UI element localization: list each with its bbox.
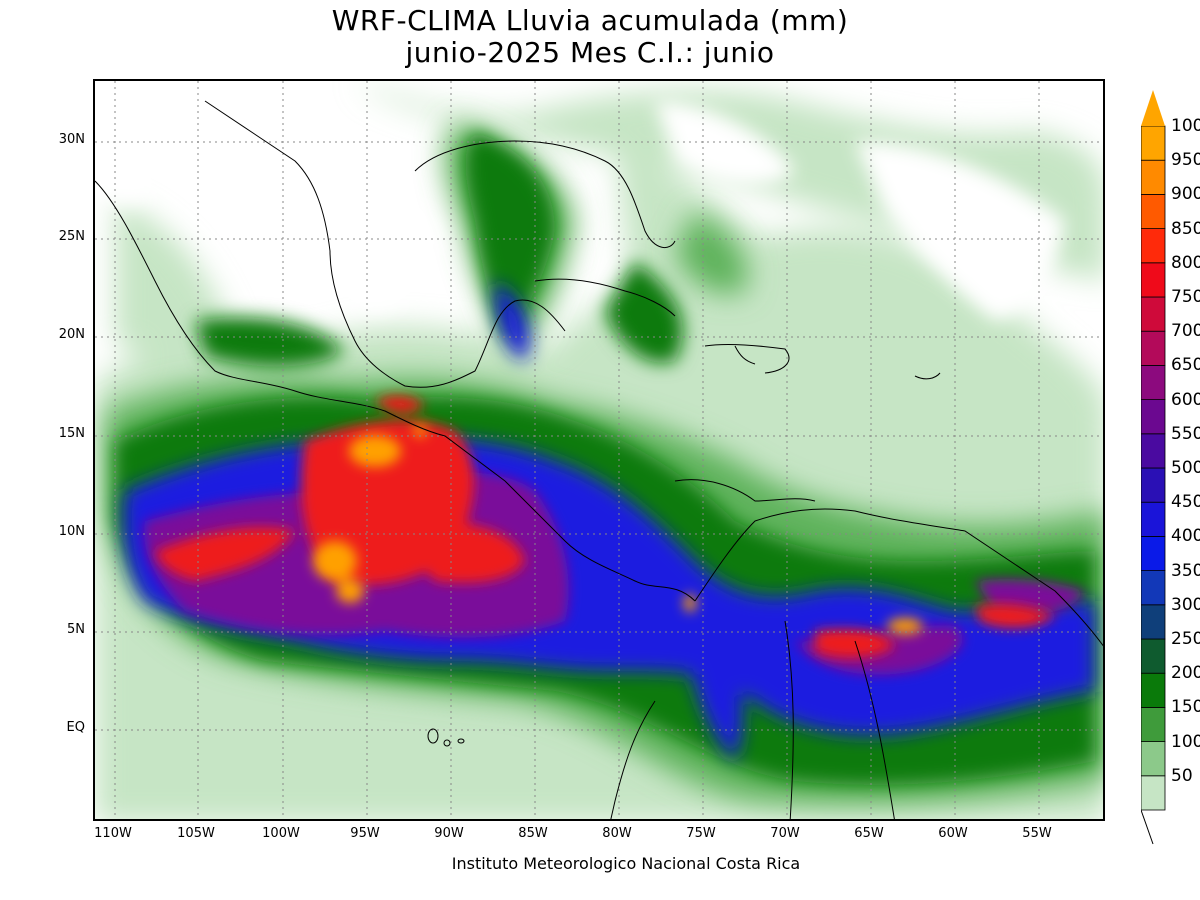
y-tick-label: 20N [58, 327, 85, 342]
chart-subtitle: junio-2025 Mes C.I.: junio [405, 36, 775, 69]
x-tick-label: 75W [686, 826, 716, 841]
colorbar-segment [1141, 535, 1166, 571]
dry-zone-gulf [95, 101, 1065, 321]
colorbar-segment [1141, 296, 1166, 332]
colorbar-label: 250 [1171, 629, 1200, 649]
y-tick-label: 30N [58, 132, 85, 147]
colorbar-segment [1141, 228, 1166, 264]
footer-credit: Instituto Meteorologico Nacional Costa R… [451, 854, 801, 873]
grid-lines [95, 81, 1103, 819]
colorbar-segment [1141, 570, 1166, 606]
y-tick-label: 10N [58, 524, 85, 539]
colorbar-segment [1141, 194, 1166, 230]
colorbar-label: 200 [1171, 663, 1200, 684]
colorbar-label: 100 [1171, 731, 1200, 752]
colorbar-label: 600 [1171, 389, 1200, 410]
map-canvas [95, 81, 1103, 819]
x-tick-label: 60W [938, 826, 968, 841]
colorbar-segment [1141, 330, 1166, 366]
colorbar-label: 950 [1171, 150, 1200, 171]
colorbar-label: 150 [1171, 697, 1200, 718]
colorbar-segment [1141, 638, 1166, 674]
colorbar-label: 800 [1171, 252, 1200, 273]
y-tick-label: 25N [58, 229, 85, 244]
coastlines [95, 100, 1103, 819]
x-tick-label: 110W [94, 826, 132, 841]
x-tick-label: 85W [518, 826, 548, 841]
colorbar-label: 450 [1171, 492, 1200, 513]
y-tick-label: 15N [58, 426, 85, 441]
colorbar-bottom-arrow [1141, 809, 1154, 845]
colorbar-label: 850 [1171, 218, 1200, 239]
colorbar-segment [1141, 707, 1166, 743]
colorbar-label: 900 [1171, 184, 1200, 205]
x-tick-label: 80W [602, 826, 632, 841]
colorbar-segment [1141, 672, 1166, 708]
colorbar-segment [1141, 125, 1166, 161]
y-tick-label: 5N [67, 622, 85, 637]
colorbar-label: 700 [1171, 321, 1200, 342]
colorbar-label: 750 [1171, 287, 1200, 307]
colorbar-segment [1141, 501, 1166, 537]
colorbar-segment [1141, 775, 1166, 811]
colorbar-label: 400 [1171, 526, 1200, 547]
colorbar-graphic [1141, 90, 1166, 845]
colorbar-label: 650 [1171, 355, 1200, 376]
colorbar-label: 300 [1171, 594, 1200, 615]
colorbar-label: 550 [1171, 423, 1200, 444]
x-tick-label: 100W [262, 826, 300, 841]
x-tick-label: 105W [177, 826, 215, 841]
y-tick-label: EQ [66, 720, 85, 735]
colorbar-label: 350 [1171, 560, 1200, 581]
colorbar-segment [1141, 741, 1166, 777]
colorbar-segment [1141, 399, 1166, 435]
chart-title: WRF-CLIMA Lluvia acumulada (mm) [331, 4, 849, 37]
x-tick-label: 55W [1022, 826, 1052, 841]
colorbar-segment [1141, 159, 1166, 195]
x-tick-label: 65W [854, 826, 884, 841]
galapagos-islands [427, 728, 465, 747]
rain-layer-950mm [313, 425, 923, 634]
x-tick-label: 70W [770, 826, 800, 841]
colorbar-label: 1000 [1171, 116, 1200, 136]
colorbar-label: 50 [1171, 765, 1193, 786]
colorbar-segment [1141, 262, 1166, 298]
colorbar-segment [1141, 433, 1166, 469]
x-tick-label: 90W [434, 826, 464, 841]
colorbar-segment [1141, 364, 1166, 400]
precipitation-map [93, 79, 1105, 821]
colorbar-segment [1141, 467, 1166, 503]
colorbar-top-arrow [1141, 90, 1165, 126]
colorbar-label: 500 [1171, 458, 1200, 478]
colorbar-segment [1141, 604, 1166, 640]
x-tick-label: 95W [350, 826, 380, 841]
